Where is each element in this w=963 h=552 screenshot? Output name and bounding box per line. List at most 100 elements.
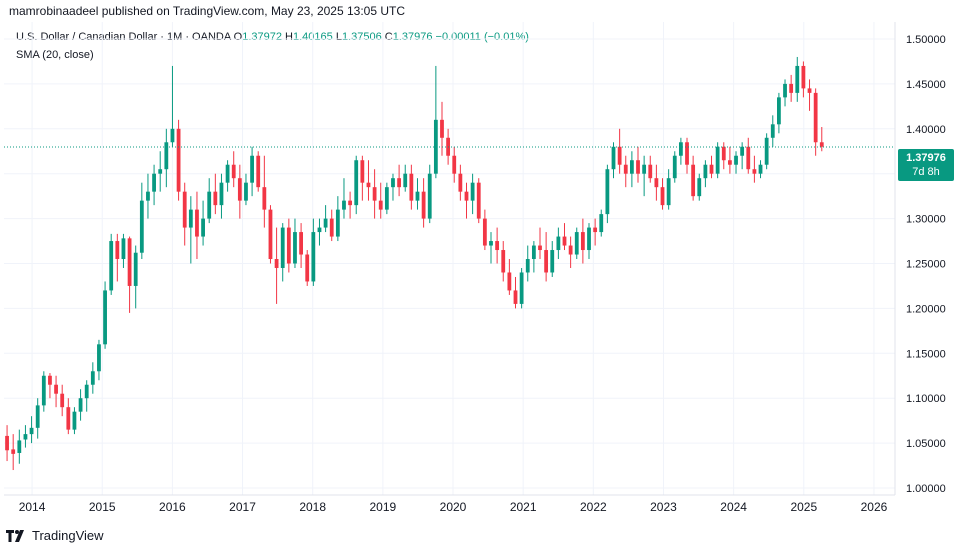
open-label: O	[233, 31, 243, 43]
candle-body	[703, 164, 708, 179]
candle-body	[372, 187, 377, 201]
candle-body	[103, 290, 107, 345]
x-tick-label: 2014	[19, 500, 46, 514]
x-tick-label: 2023	[650, 500, 677, 514]
tradingview-footer[interactable]: TradingView	[6, 528, 104, 543]
candle-body	[109, 241, 114, 291]
candle-body	[97, 344, 101, 372]
candle-body	[538, 245, 542, 251]
y-tick-label: 1.40000	[906, 124, 946, 136]
candle-body	[66, 407, 71, 430]
candle-body	[715, 146, 720, 174]
candle-body	[256, 155, 261, 188]
y-tick-label: 1.10000	[906, 393, 946, 405]
x-tick-label: 2017	[229, 500, 256, 514]
candle-body	[195, 209, 199, 237]
candle-body	[666, 178, 671, 206]
candle-body	[311, 232, 316, 282]
candle-body	[568, 245, 573, 255]
candle-body	[17, 440, 22, 453]
candle-body	[403, 173, 408, 188]
candle-body	[819, 142, 824, 147]
candle-body	[78, 398, 83, 412]
candle-body	[501, 250, 506, 273]
candle-body	[158, 169, 163, 174]
candle-body	[531, 245, 536, 260]
candle-body	[654, 178, 659, 188]
symbol-name[interactable]: U.S. Dollar / Canadian Dollar · 1M · OAN…	[16, 31, 231, 43]
candle-body	[593, 227, 598, 233]
candle-body	[207, 191, 212, 219]
candle-body	[678, 142, 683, 156]
high-label: H	[285, 31, 293, 43]
candle-body	[452, 155, 457, 174]
candle-body	[213, 191, 218, 206]
candle-body	[378, 200, 383, 210]
candle-body	[366, 182, 371, 188]
candle-body	[299, 232, 303, 255]
candle-body	[342, 200, 346, 210]
close-label: C	[384, 31, 393, 43]
candle-body	[489, 241, 493, 246]
candle-body	[636, 160, 640, 174]
candle-body	[783, 83, 787, 98]
candle-body	[525, 259, 530, 273]
symbol-legend[interactable]: U.S. Dollar / Canadian Dollar · 1M · OAN…	[16, 31, 529, 43]
y-tick-label: 1.00000	[906, 483, 946, 495]
candle-body	[574, 232, 579, 255]
candle-body	[764, 137, 769, 165]
last-price-value: 1.37976	[906, 152, 946, 164]
candle-body	[734, 155, 738, 165]
candle-body	[587, 227, 591, 251]
x-tick-label: 2026	[861, 500, 888, 514]
candle-body	[139, 200, 144, 253]
candle-body	[127, 238, 132, 286]
candle-body	[274, 259, 279, 268]
candle-body	[397, 178, 402, 188]
low-value: 1.37506	[341, 31, 382, 43]
candle-body	[777, 97, 781, 125]
candle-body	[470, 182, 475, 201]
candle-body	[685, 142, 689, 165]
y-tick-label: 1.20000	[906, 303, 946, 315]
candle-body	[286, 227, 291, 264]
candle-body	[262, 187, 267, 210]
candle-body	[225, 164, 230, 183]
candle-body	[133, 252, 138, 286]
sma-indicator-label[interactable]: SMA (20, close)	[16, 49, 94, 61]
candle-body	[623, 164, 628, 174]
x-tick-label: 2021	[510, 500, 537, 514]
candle-body	[41, 375, 46, 406]
candle-body	[556, 236, 561, 251]
candle-body	[697, 178, 702, 197]
candle-body	[611, 146, 616, 170]
candle-body	[170, 128, 175, 143]
candle-body	[415, 191, 420, 201]
candle-body	[513, 290, 518, 304]
candle-body	[427, 173, 432, 219]
candle-body	[752, 169, 757, 174]
candle-body	[550, 250, 555, 273]
change-value: −0.00011 (−0.01%)	[435, 31, 529, 43]
candle-body	[391, 178, 395, 188]
bar-countdown: 7d 8h	[912, 166, 940, 178]
candle-body	[231, 164, 236, 179]
candle-body	[354, 160, 359, 206]
candle-body	[268, 209, 273, 260]
candle-body	[789, 83, 794, 93]
y-tick-label: 1.15000	[906, 348, 946, 360]
candle-body	[801, 65, 806, 89]
candle-body	[182, 191, 187, 228]
publisher-line: mamrobinaadeel published on TradingView.…	[9, 4, 406, 18]
candle-body	[464, 191, 469, 201]
candle-body	[421, 191, 426, 219]
candle-body	[244, 182, 248, 201]
x-tick-label: 2024	[720, 500, 747, 514]
x-tick-label: 2025	[790, 500, 817, 514]
y-tick-label: 1.45000	[906, 79, 946, 91]
y-tick-label: 1.25000	[906, 259, 946, 271]
candle-body	[605, 169, 610, 215]
candle-body	[476, 182, 481, 219]
x-tick-label: 2020	[440, 500, 467, 514]
